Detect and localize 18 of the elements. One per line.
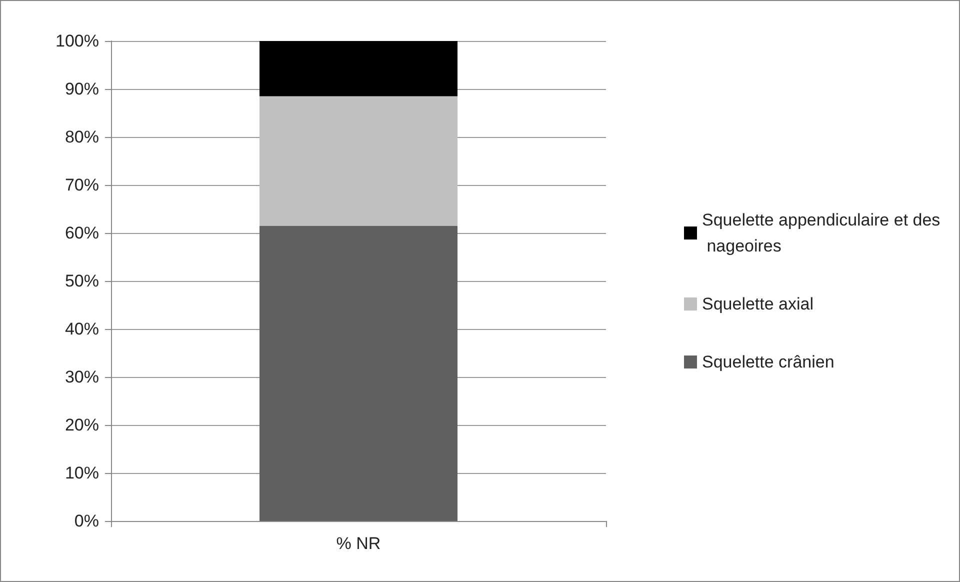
y-tick-label: 20% (64, 416, 99, 434)
y-tick-label: 40% (64, 320, 99, 338)
y-tick-label: 70% (64, 176, 99, 194)
legend-label: Squelette crânien (702, 352, 834, 372)
bar (260, 96, 458, 226)
y-tick-label: 10% (64, 464, 99, 482)
y-tick-label: 30% (64, 368, 99, 386)
legend-label: Squelette appendiculaire et des nageoires (702, 210, 940, 256)
y-tick-label: 60% (64, 224, 99, 242)
y-tick-label: 50% (64, 272, 99, 290)
y-tick-label: 100% (56, 32, 99, 50)
y-tick-label: 80% (64, 128, 99, 146)
y-tick-label: 0% (74, 512, 99, 530)
y-tick-label: 90% (64, 80, 99, 98)
bar (260, 41, 458, 96)
legend-label: Squelette axial (702, 294, 814, 314)
bar (260, 226, 458, 521)
x-tick-label: % NR (336, 534, 381, 553)
